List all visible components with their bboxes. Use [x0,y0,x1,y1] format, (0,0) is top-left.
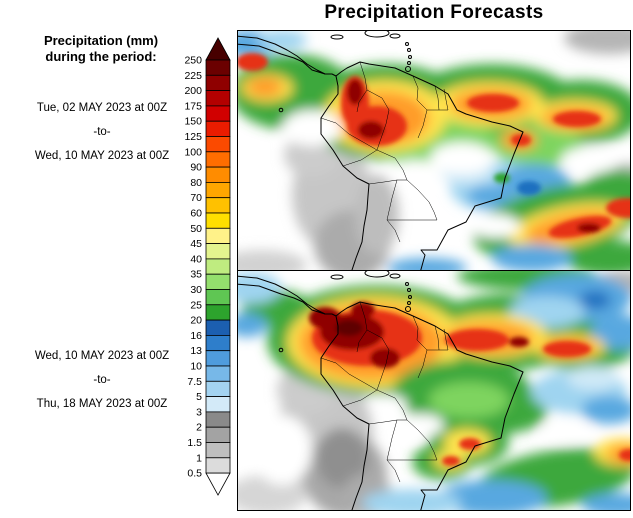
svg-text:1.5: 1.5 [187,437,202,449]
svg-text:80: 80 [190,177,202,189]
forecast-maps [237,30,631,511]
legend-title-line1: Precipitation (mm) [43,33,159,48]
svg-text:60: 60 [190,208,202,220]
period-2: Wed, 10 MAY 2023 at 00Z -to- Thu, 18 MAY… [4,350,200,422]
period-1: Tue, 02 MAY 2023 at 00Z -to- Wed, 10 MAY… [4,102,200,174]
svg-text:125: 125 [184,131,202,143]
svg-text:13: 13 [190,345,202,357]
country-borders [320,301,449,483]
svg-text:250: 250 [184,55,202,67]
forecast-map-period-2 [237,270,631,511]
forecast-map-period-1 [237,30,631,271]
page-title: Precipitation Forecasts [324,2,544,23]
map-border [237,270,631,511]
svg-text:90: 90 [190,162,202,174]
svg-text:30: 30 [190,284,202,296]
colorbar-svg: 2502252001751501251009080706050454035302… [184,37,231,496]
period-2-end: Thu, 18 MAY 2023 at 00Z [36,398,168,410]
legend-title: Precipitation (mm) during the period: [8,33,194,65]
svg-text:100: 100 [184,146,202,158]
svg-text:10: 10 [190,361,202,373]
svg-text:3: 3 [196,406,202,418]
period-1-start: Tue, 02 MAY 2023 at 00Z [36,102,168,114]
period-1-end: Wed, 10 MAY 2023 at 00Z [34,150,170,162]
svg-text:200: 200 [184,85,202,97]
legend-title-line2: during the period: [45,49,157,64]
svg-text:0.5: 0.5 [187,468,202,480]
coastline [237,30,524,271]
svg-text:70: 70 [190,192,202,204]
svg-text:45: 45 [190,238,202,250]
svg-text:225: 225 [184,70,202,82]
country-borders [320,61,449,243]
svg-text:175: 175 [184,100,202,112]
svg-text:2: 2 [196,422,202,434]
svg-text:150: 150 [184,116,202,128]
coastline [237,270,524,511]
svg-text:16: 16 [190,330,202,342]
svg-text:5: 5 [196,391,202,403]
precip-field-cores [309,302,631,466]
svg-text:35: 35 [190,269,202,281]
svg-text:25: 25 [190,299,202,311]
period-1-separator: -to- [93,126,111,138]
svg-text:50: 50 [190,223,202,235]
svg-text:7.5: 7.5 [187,376,202,388]
precip-field-soft [237,270,631,511]
period-2-separator: -to- [93,374,111,386]
svg-text:20: 20 [190,315,202,327]
period-2-start: Wed, 10 MAY 2023 at 00Z [34,350,170,362]
precip-field-cores [237,53,631,239]
svg-text:1: 1 [196,452,202,464]
svg-text:40: 40 [190,253,202,265]
colorbar: 250 225 200 175 150 125 100 90 80 70 60 50 45 40 35 30 2… [170,36,232,503]
